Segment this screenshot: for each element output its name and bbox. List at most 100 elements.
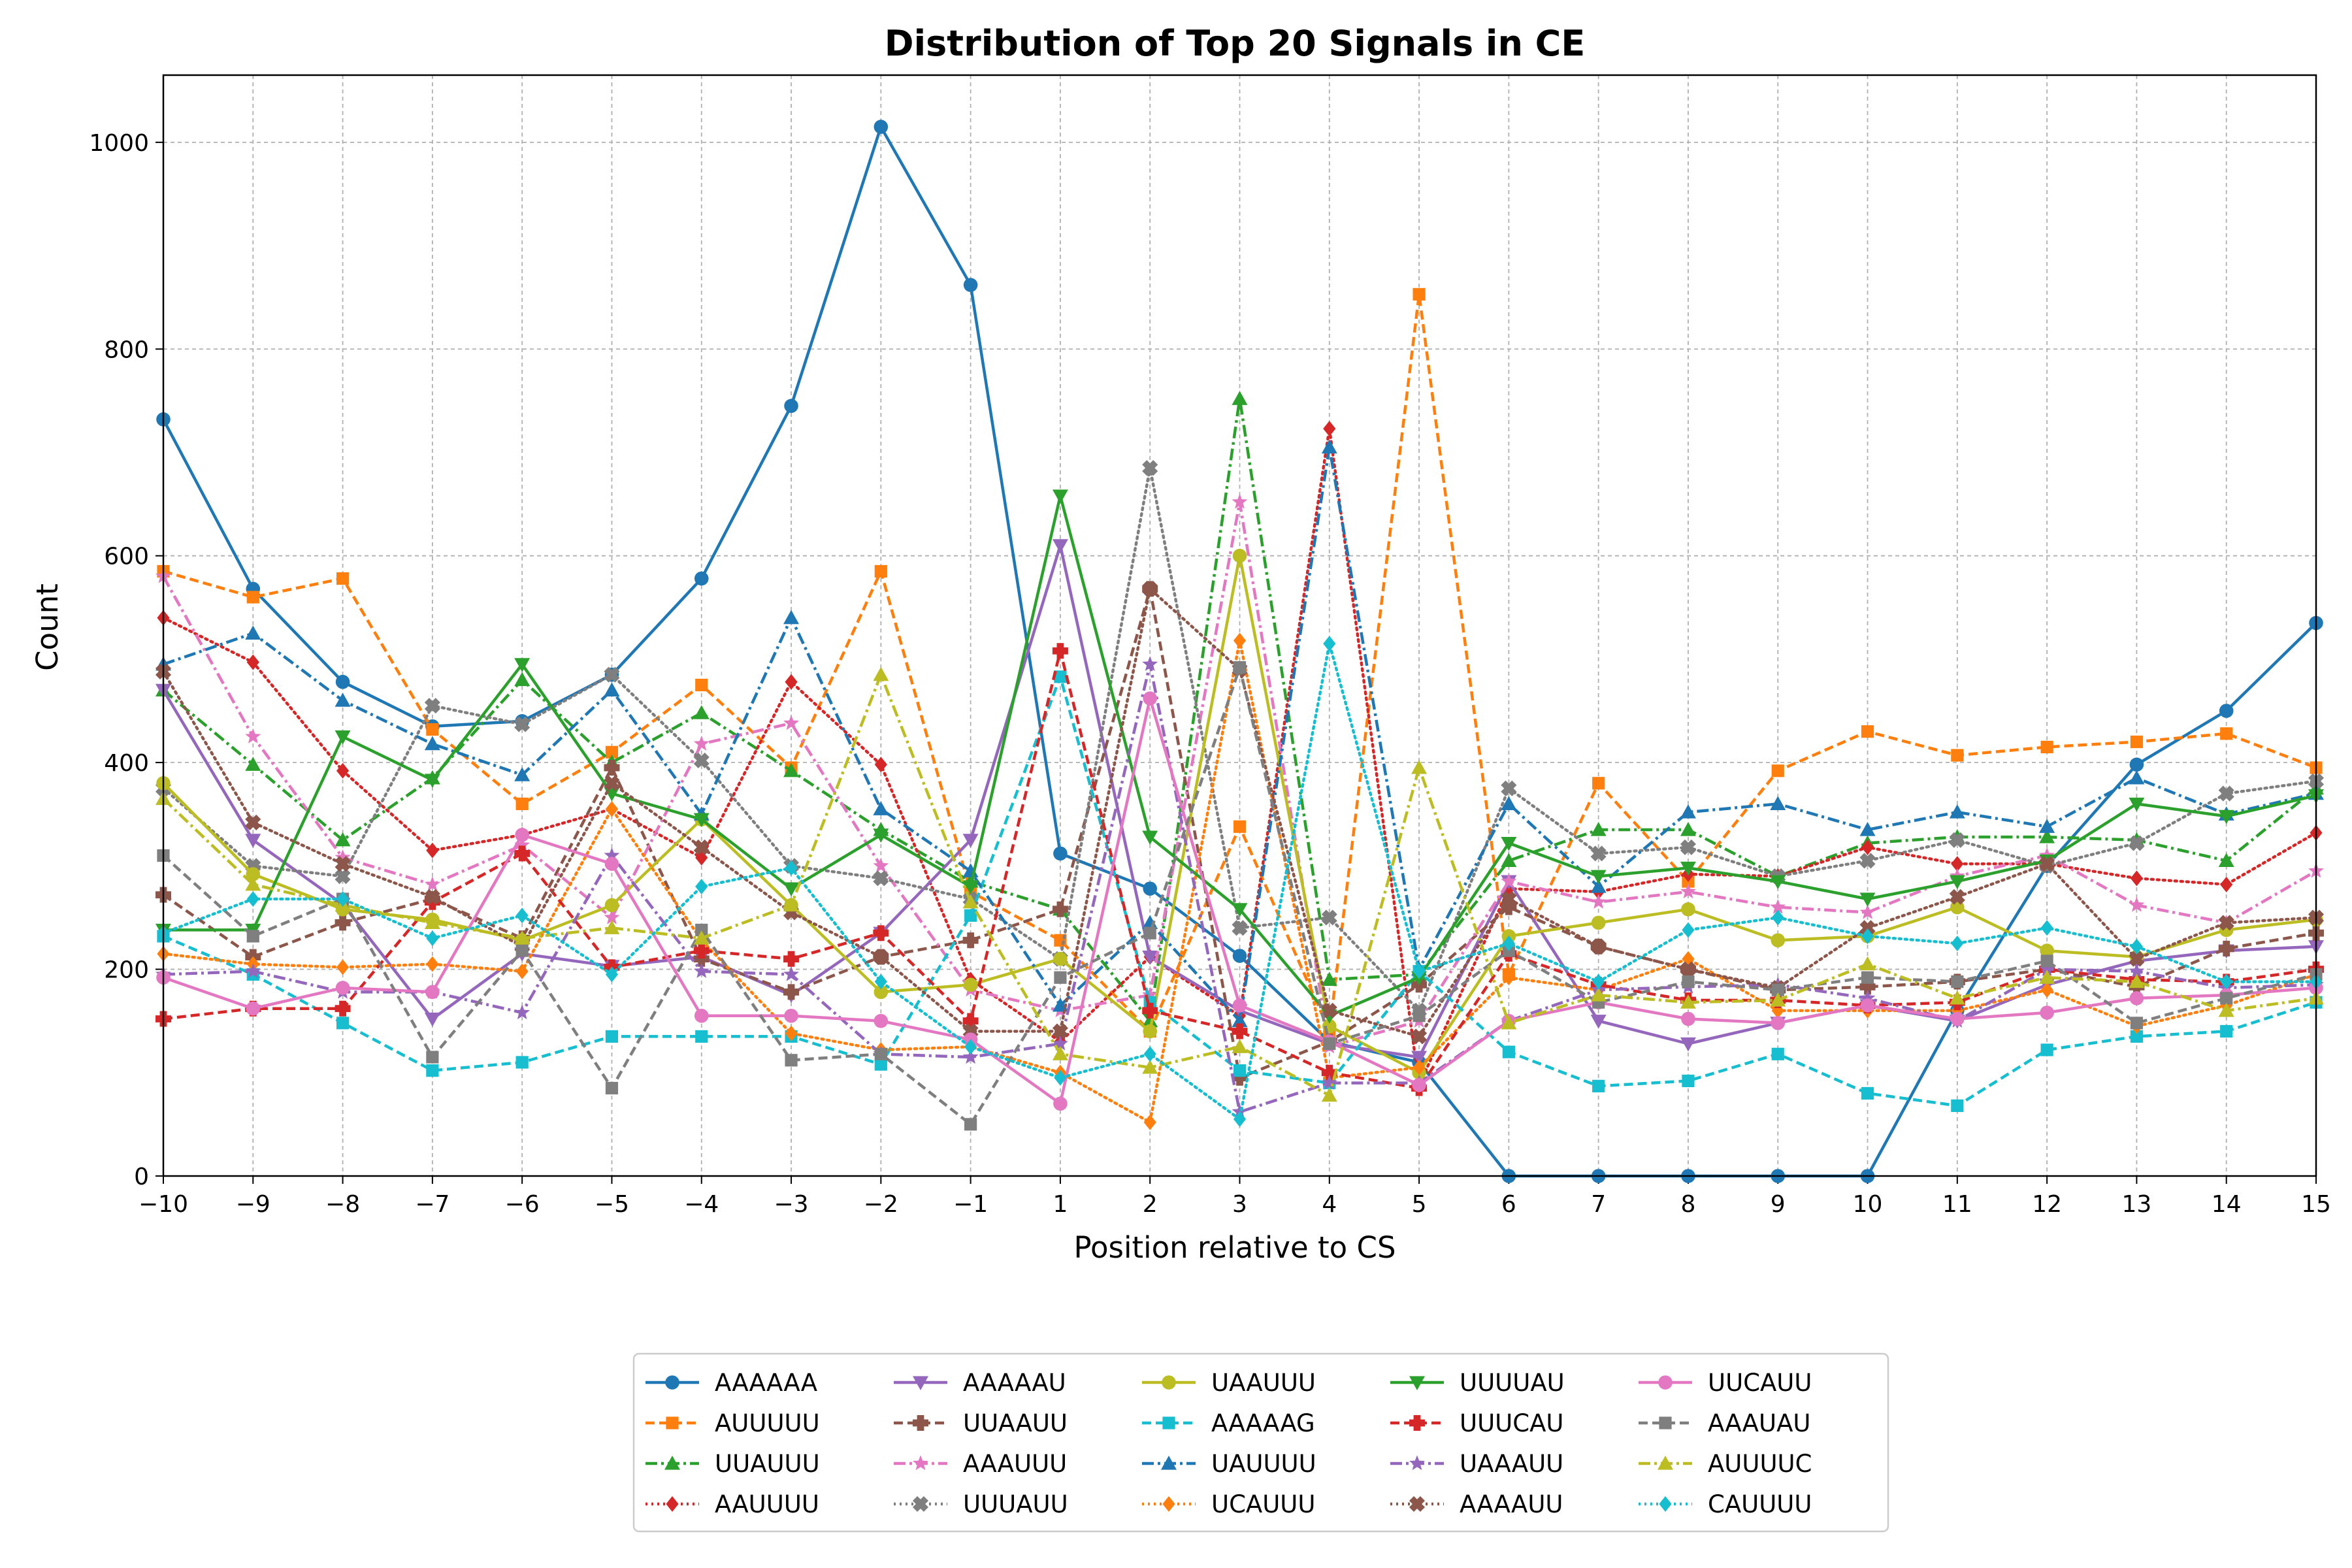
data-point bbox=[2040, 1043, 2053, 1056]
data-point bbox=[2040, 740, 2053, 754]
data-point bbox=[1142, 656, 1158, 671]
x-tick-label: 2 bbox=[1143, 1191, 1158, 1218]
data-point bbox=[1053, 846, 1068, 861]
legend-label: AUUUUC bbox=[1708, 1450, 1812, 1478]
y-tick-label: 600 bbox=[104, 544, 149, 570]
data-point bbox=[1949, 889, 1965, 905]
data-point bbox=[1501, 796, 1517, 811]
data-point bbox=[873, 870, 889, 887]
data-point bbox=[1142, 950, 1158, 965]
data-point bbox=[1859, 920, 1876, 936]
data-point bbox=[2129, 835, 2145, 851]
x-axis-ticks: −10 −9 −8 −7 −6 −5 −4 −3 −2 −1 1 2 3 4 5 6 7 8 9 10 11 12 13 14… bbox=[139, 1176, 2331, 1218]
data-point bbox=[1232, 1023, 1248, 1039]
series-aaaaag bbox=[157, 670, 2323, 1113]
data-point bbox=[515, 907, 529, 924]
data-point bbox=[2218, 940, 2234, 956]
data-point bbox=[1680, 961, 1697, 977]
data-point bbox=[873, 857, 889, 873]
data-point bbox=[246, 930, 259, 943]
x-tick-label: −9 bbox=[236, 1191, 270, 1218]
legend: AAAAAA AUUUUU UUAUUU AAUUUU AAAAAU UUAAUU AAAU… bbox=[632, 1352, 1889, 1533]
legend-frame bbox=[632, 1352, 1889, 1533]
data-point bbox=[1232, 1039, 1248, 1053]
data-point bbox=[335, 1000, 351, 1017]
data-point bbox=[1413, 1059, 1426, 1075]
legend-label: CAUUUU bbox=[1708, 1490, 1812, 1518]
legend-label: UUAAUU bbox=[963, 1409, 1068, 1437]
data-point bbox=[1321, 972, 1337, 986]
data-point bbox=[1233, 1111, 1247, 1127]
data-point bbox=[693, 813, 710, 828]
data-point bbox=[1771, 983, 1784, 996]
data-point bbox=[1682, 975, 1695, 988]
data-point bbox=[1054, 670, 1067, 683]
legend-item-uuaauu: UUAAUU bbox=[894, 1409, 1068, 1437]
data-point bbox=[1501, 780, 1517, 796]
data-point bbox=[424, 774, 440, 789]
data-point bbox=[1502, 970, 1515, 986]
legend-item-uuuauu: UUUAUU bbox=[894, 1490, 1068, 1518]
x-tick-label: 5 bbox=[1412, 1191, 1427, 1218]
legend-item-auuuuc: AUUUUC bbox=[1639, 1450, 1812, 1478]
data-point bbox=[1590, 821, 1607, 836]
data-point bbox=[2220, 992, 2233, 1005]
legend-item-uaauuu: UAAUUU bbox=[1142, 1369, 1316, 1397]
legend-marker bbox=[913, 1455, 928, 1471]
data-point bbox=[605, 1081, 619, 1095]
data-point bbox=[335, 849, 351, 864]
legend-item-aaaaag: AAAAAG bbox=[1142, 1409, 1315, 1437]
y-tick-label: 200 bbox=[104, 957, 149, 984]
data-point bbox=[1859, 979, 1876, 995]
data-point bbox=[1680, 821, 1696, 836]
data-point bbox=[424, 894, 440, 910]
x-tick-label: 3 bbox=[1232, 1191, 1247, 1218]
data-point bbox=[2130, 735, 2144, 749]
data-point bbox=[1232, 391, 1248, 405]
data-point bbox=[336, 572, 350, 585]
x-tick-label: −6 bbox=[505, 1191, 540, 1218]
data-point bbox=[2220, 1024, 2233, 1038]
x-tick-label: −4 bbox=[684, 1191, 719, 1218]
data-point bbox=[1501, 899, 1517, 915]
data-point bbox=[695, 1030, 708, 1043]
data-point bbox=[2040, 982, 2053, 998]
data-point bbox=[1142, 460, 1158, 476]
data-point bbox=[1321, 909, 1337, 926]
data-point bbox=[2039, 961, 2055, 976]
data-point bbox=[873, 666, 889, 681]
data-point bbox=[1411, 1028, 1428, 1045]
data-point bbox=[245, 814, 261, 830]
data-point bbox=[1501, 836, 1517, 851]
data-point bbox=[1859, 892, 1876, 907]
data-point bbox=[1860, 998, 1875, 1013]
data-point bbox=[336, 1017, 350, 1030]
data-point bbox=[1592, 777, 1605, 790]
data-point bbox=[1770, 992, 1786, 1007]
data-point bbox=[1143, 691, 1158, 706]
data-point bbox=[1861, 928, 1874, 944]
data-point bbox=[2039, 970, 2055, 984]
data-point bbox=[335, 832, 351, 847]
data-point bbox=[1501, 890, 1517, 907]
data-point bbox=[1859, 990, 1876, 1005]
data-point bbox=[245, 963, 261, 978]
data-point bbox=[783, 610, 800, 625]
data-point bbox=[2218, 915, 2234, 931]
data-point bbox=[605, 745, 619, 759]
data-point bbox=[1861, 725, 1874, 738]
data-point bbox=[2218, 809, 2234, 825]
data-point bbox=[693, 705, 710, 719]
data-point bbox=[1771, 933, 1786, 948]
data-point bbox=[1951, 975, 1964, 988]
data-point bbox=[1501, 873, 1517, 889]
data-point bbox=[1321, 1064, 1337, 1081]
data-point bbox=[1412, 1077, 1426, 1092]
data-point bbox=[874, 564, 887, 578]
data-point bbox=[963, 977, 978, 992]
legend-item-uuauuu: UUAUUU bbox=[645, 1450, 820, 1478]
data-point bbox=[1411, 1051, 1428, 1066]
legend-label: UAAAUU bbox=[1460, 1450, 1563, 1478]
data-point bbox=[1143, 926, 1156, 939]
legend-marker bbox=[666, 1416, 679, 1429]
